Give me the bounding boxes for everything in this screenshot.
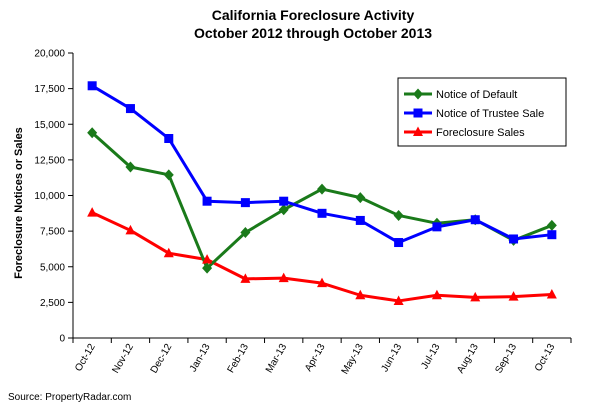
point-notice-of-default [317,183,327,195]
x-tick-label: Apr-13 [303,342,328,374]
point-notice-of-trustee-sale [317,208,327,218]
x-tick-label: Jun-13 [379,342,404,374]
y-tick-label: 2,500 [40,298,65,309]
point-notice-of-default [546,219,557,231]
series-line-foreclosure-sales [91,211,552,303]
y-tick-label: 12,500 [34,155,65,166]
legend-marker-notice-of-trustee-sale [413,108,423,118]
x-tick-label: Nov-12 [110,342,136,376]
legend: Notice of Default Notice of Trustee Sale F… [397,77,567,147]
point-notice-of-trustee-sale [547,230,557,240]
point-foreclosure-sales [508,291,519,301]
point-foreclosure-sales [393,295,404,305]
point-foreclosure-sales [163,247,174,258]
chart-subtitle: October 2012 through October 2013 [194,25,432,41]
y-tick-label: 20,000 [34,49,65,60]
x-tick-label: Dec-12 [149,342,175,376]
point-foreclosure-sales [431,289,442,300]
x-tick-label: Jan-13 [188,342,213,374]
point-notice-of-default [202,262,213,274]
point-notice-of-trustee-sale [202,196,212,206]
legend-marker-foreclosure-sales [413,126,423,136]
x-tick-label: Oct-13 [533,342,558,374]
legend-label-notice-of-default: Notice of Default [436,89,517,101]
point-notice-of-trustee-sale [432,222,442,232]
point-notice-of-trustee-sale [509,234,519,244]
point-notice-of-trustee-sale [470,215,480,225]
point-notice-of-default [393,209,404,221]
x-tick-label: Oct-12 [73,342,98,374]
y-tick-label: 15,000 [34,120,65,131]
point-notice-of-trustee-sale [279,196,289,206]
y-tick-label: 5,000 [40,262,65,273]
legend-label-foreclosure-sales: Foreclosure Sales [436,127,525,139]
x-tick-label: Aug-13 [455,342,481,376]
x-tick-label: May-13 [340,342,366,377]
point-notice-of-default [278,204,289,216]
x-tick-label: Feb-13 [226,342,252,375]
point-notice-of-trustee-sale [240,198,250,208]
point-notice-of-default [240,227,251,239]
point-foreclosure-sales [87,207,98,217]
point-notice-of-trustee-sale [394,238,404,248]
point-notice-of-default [163,169,174,181]
legend-label-notice-of-trustee-sale: Notice of Trustee Sale [436,108,544,120]
point-foreclosure-sales [470,291,481,302]
point-notice-of-default [355,192,366,204]
y-tick-label: 17,500 [34,84,65,95]
point-foreclosure-sales [202,254,213,264]
point-notice-of-default [125,161,136,173]
point-notice-of-default [87,127,98,139]
point-foreclosure-sales [240,273,251,283]
y-axis-label: Foreclosure Notices or Sales [13,127,25,279]
point-notice-of-trustee-sale [164,134,174,143]
point-foreclosure-sales [546,289,557,299]
point-foreclosure-sales [355,289,366,300]
point-notice-of-trustee-sale [125,104,135,114]
point-foreclosure-sales [125,224,136,235]
point-notice-of-trustee-sale [87,81,97,91]
source-note: Source: PropertyRadar.com [8,392,131,403]
y-tick-label: 7,500 [40,227,65,238]
point-foreclosure-sales [317,277,327,288]
point-foreclosure-sales [278,272,289,283]
y-tick-label: 0 [59,334,65,345]
point-notice-of-trustee-sale [355,215,365,225]
x-tick-label: Jul-13 [419,342,442,371]
legend-marker-notice-of-default [413,88,423,100]
x-tick-label: Mar-13 [264,342,290,375]
x-tick-label: Sep-13 [493,342,519,376]
chart-title: California Foreclosure Activity [212,7,415,23]
y-tick-label: 10,000 [34,191,65,202]
